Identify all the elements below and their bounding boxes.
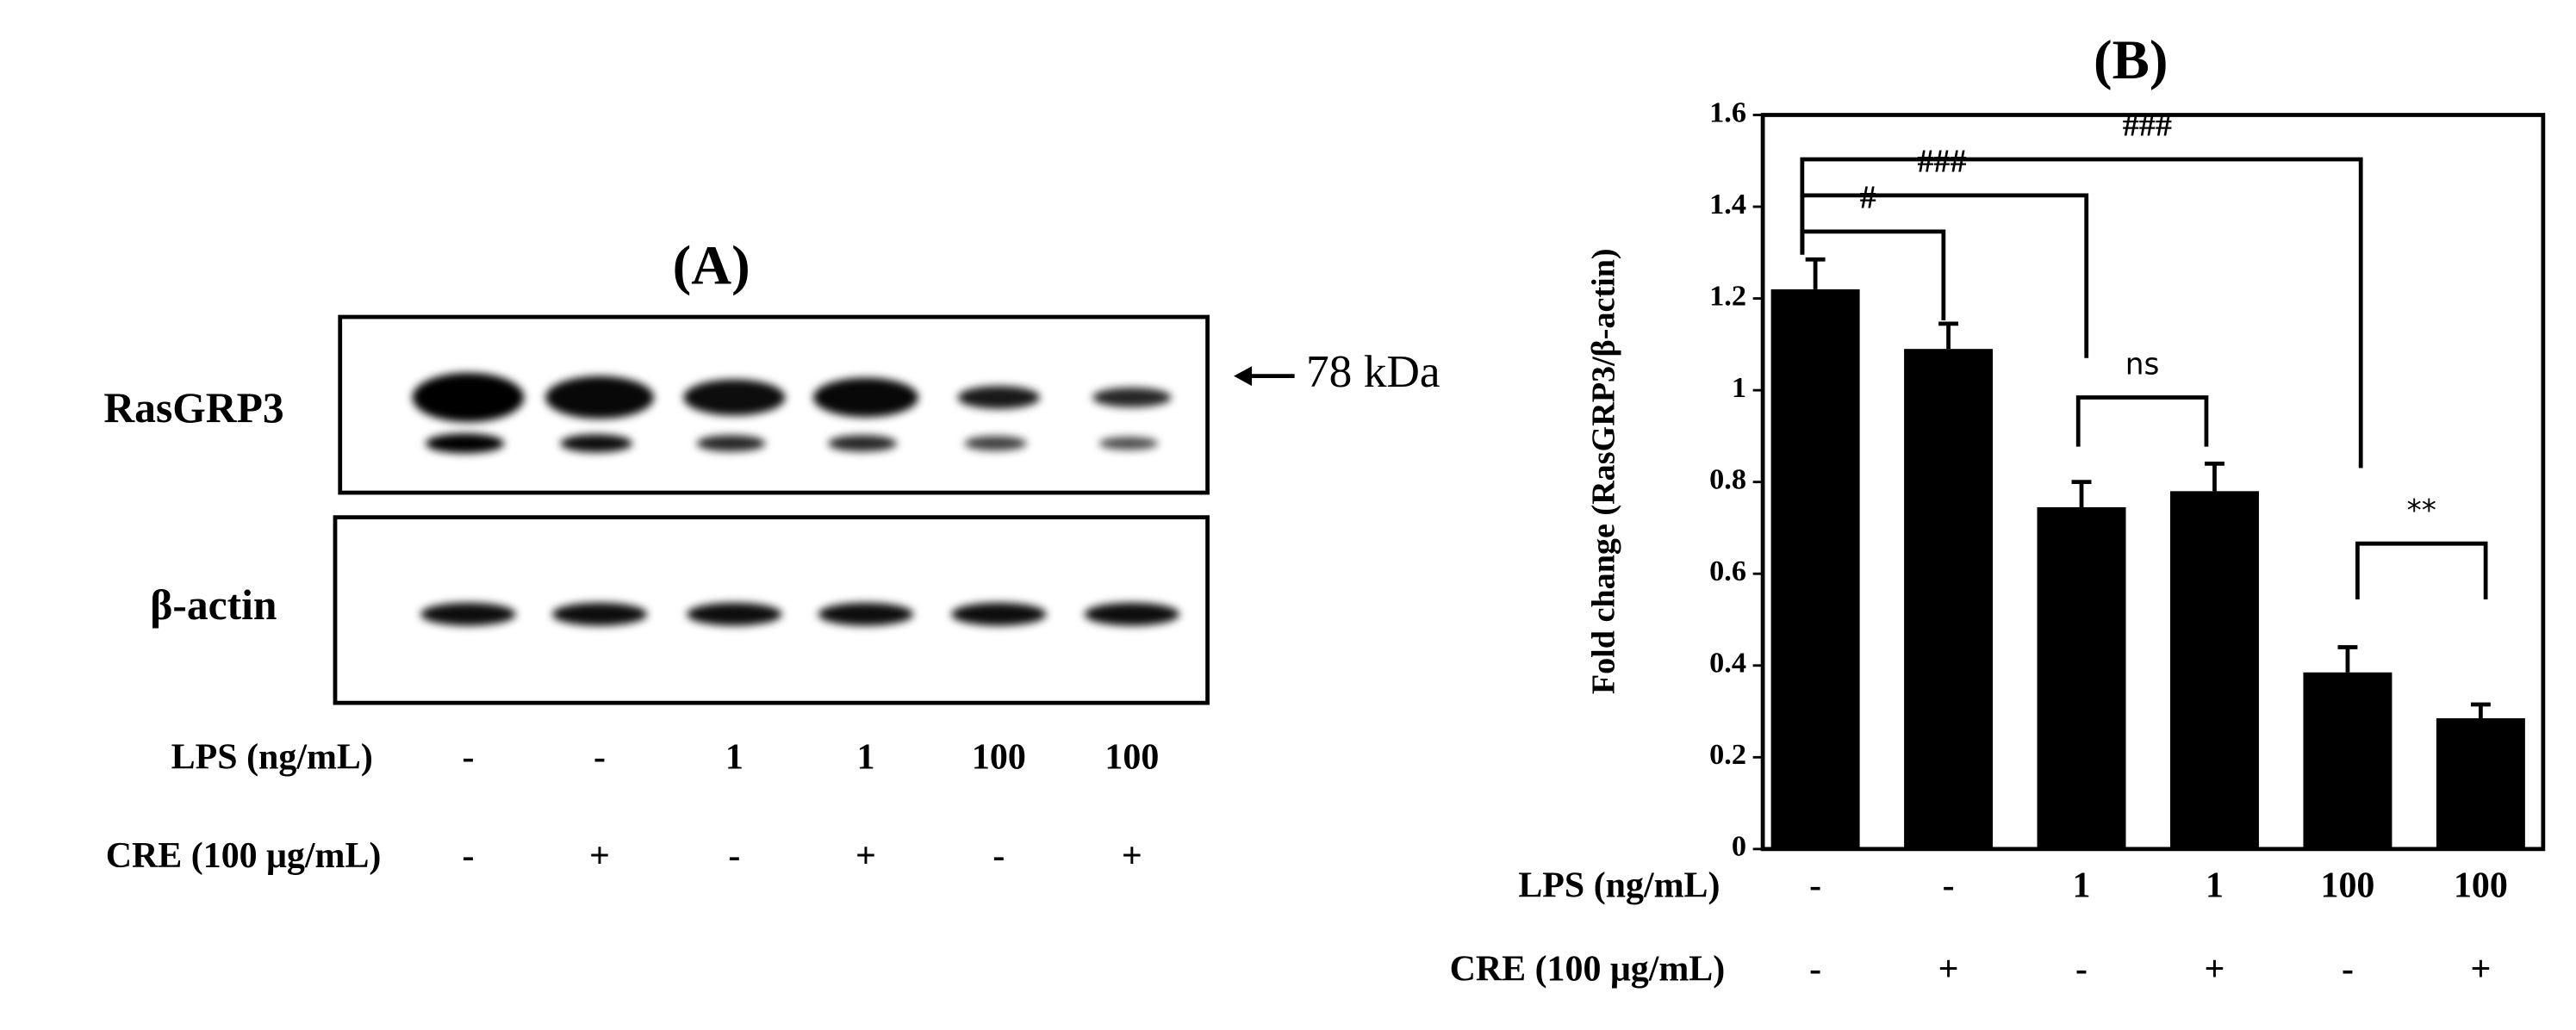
- band: [551, 602, 648, 626]
- lane-label: -: [992, 836, 1005, 876]
- bar: [1770, 289, 1860, 849]
- significance-label: ###: [1917, 143, 1966, 179]
- y-tick-label: 1.4: [1709, 188, 1746, 220]
- error-bar: [1938, 321, 1959, 350]
- x-tick-label: -: [1809, 950, 1821, 990]
- significance-label: ###: [2123, 107, 2172, 143]
- panel-a-title: (A): [673, 235, 750, 297]
- lane-label: -: [594, 738, 606, 778]
- band-label: RasGRP3: [103, 384, 283, 431]
- bar: [2436, 718, 2525, 849]
- y-tick-label: 0: [1732, 830, 1746, 863]
- x-tick-label: -: [1809, 866, 1821, 905]
- lane-label: -: [728, 836, 740, 876]
- band: [951, 602, 1047, 626]
- row-label: LPS (ng/mL): [1518, 866, 1720, 905]
- band: [828, 435, 898, 452]
- significance-bracket: [1800, 157, 2363, 468]
- band: [687, 602, 782, 626]
- significance-bracket: [2075, 395, 2209, 447]
- y-tick-label: 0.4: [1709, 647, 1746, 679]
- band: [683, 379, 786, 416]
- x-tick-label: +: [2470, 950, 2491, 990]
- band-label: β-actin: [150, 581, 277, 629]
- band: [1098, 437, 1159, 450]
- y-tick-label: 1.6: [1709, 96, 1746, 128]
- lane-label: +: [1122, 836, 1142, 876]
- blot-bands: [412, 372, 1180, 626]
- chart-title: (B): [2094, 29, 2168, 91]
- lane-label: 100: [972, 738, 1026, 778]
- row-label: LPS (ng/mL): [171, 738, 373, 778]
- x-tick-label: 100: [2454, 866, 2508, 905]
- marker-arrowhead: [1234, 366, 1253, 387]
- band: [1084, 602, 1180, 626]
- band: [696, 435, 766, 452]
- x-tick-label: -: [2342, 950, 2354, 990]
- lane-label: 1: [725, 738, 744, 778]
- lane-label: 100: [1104, 738, 1159, 778]
- error-bar: [2205, 461, 2224, 492]
- row-label: CRE (100 μg/mL): [1450, 950, 1726, 990]
- band: [420, 602, 516, 626]
- x-tick-label: -: [2075, 950, 2088, 990]
- plot-frame: [1760, 113, 2546, 852]
- band: [957, 386, 1041, 409]
- y-tick-label: 1.2: [1709, 279, 1746, 312]
- bar: [2037, 506, 2126, 849]
- y-tick-label: 1: [1732, 371, 1746, 404]
- row-label: CRE (100 μg/mL): [106, 836, 382, 876]
- error-bar: [2071, 480, 2092, 507]
- bar: [2303, 672, 2392, 849]
- y-axis-label: Fold change (RasGRP3/β-actin): [1586, 248, 1622, 694]
- y-tick-label: 0.8: [1709, 463, 1746, 496]
- lane-label: -: [462, 738, 474, 778]
- band: [545, 375, 654, 419]
- band: [964, 436, 1027, 451]
- x-tick-label: 1: [2206, 866, 2224, 905]
- x-tick-label: 100: [2320, 866, 2374, 905]
- significance-label: ns: [2125, 348, 2160, 382]
- x-tick-label: +: [2205, 950, 2225, 990]
- lane-label: -: [462, 836, 474, 876]
- x-tick-label: -: [1943, 866, 1955, 905]
- band: [412, 372, 525, 423]
- x-tick-label: 1: [2073, 866, 2091, 905]
- bar: [1904, 349, 1994, 849]
- lane-label: +: [856, 836, 876, 876]
- significance-label: **: [2407, 493, 2436, 528]
- band: [812, 377, 918, 418]
- error-bar: [2337, 645, 2358, 673]
- error-bar: [2470, 702, 2491, 719]
- band: [1092, 388, 1172, 407]
- band: [560, 434, 633, 453]
- lane-label: 1: [856, 738, 874, 778]
- bar: [2169, 491, 2259, 849]
- significance-label: #: [1860, 179, 1876, 215]
- y-tick-label: 0.2: [1709, 738, 1746, 771]
- x-tick-label: +: [1938, 950, 1959, 990]
- y-tick-label: 0.6: [1709, 555, 1746, 587]
- significance-bracket: [2355, 541, 2488, 600]
- band: [425, 433, 505, 454]
- lane-label: +: [589, 836, 610, 876]
- error-bar: [1805, 257, 1826, 289]
- marker-label: 78 kDa: [1306, 345, 1440, 397]
- band: [818, 602, 914, 626]
